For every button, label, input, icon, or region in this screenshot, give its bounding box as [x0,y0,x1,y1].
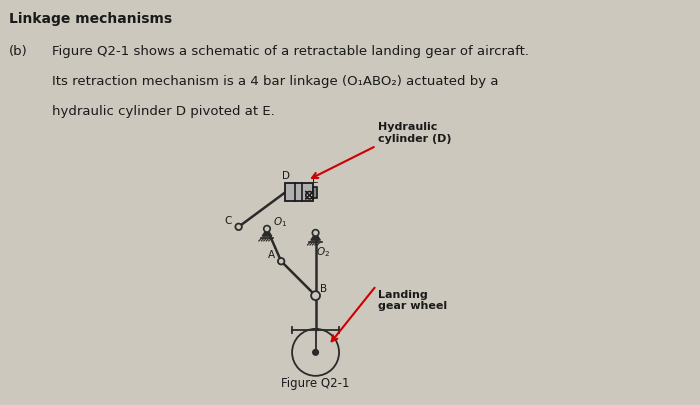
Text: A: A [268,250,276,260]
Text: (b): (b) [9,45,28,58]
Text: Figure Q2-1 shows a schematic of a retractable landing gear of aircraft.: Figure Q2-1 shows a schematic of a retra… [52,45,529,58]
Circle shape [311,291,320,300]
Text: Landing
gear wheel: Landing gear wheel [378,290,447,311]
Circle shape [278,258,284,264]
Polygon shape [311,233,321,240]
Circle shape [313,350,319,355]
Text: $O_1$: $O_1$ [272,215,287,229]
Text: hydraulic cylinder D pivoted at E.: hydraulic cylinder D pivoted at E. [52,105,275,118]
Text: Linkage mechanisms: Linkage mechanisms [9,12,172,26]
Text: Its retraction mechanism is a 4 bar linkage (O₁ABO₂) actuated by a: Its retraction mechanism is a 4 bar link… [52,75,499,88]
Text: B: B [321,284,328,294]
Polygon shape [262,229,272,236]
Circle shape [264,226,270,232]
Text: Hydraulic
cylinder (D): Hydraulic cylinder (D) [378,122,452,144]
Text: $O_2$: $O_2$ [316,245,330,259]
Text: Figure Q2-1: Figure Q2-1 [281,377,350,390]
Text: C: C [224,215,231,226]
Circle shape [235,224,242,230]
Circle shape [312,230,318,236]
Circle shape [306,192,313,199]
Bar [285,183,313,201]
Text: D: D [282,171,290,181]
Bar [313,187,317,198]
Text: E: E [312,175,318,185]
